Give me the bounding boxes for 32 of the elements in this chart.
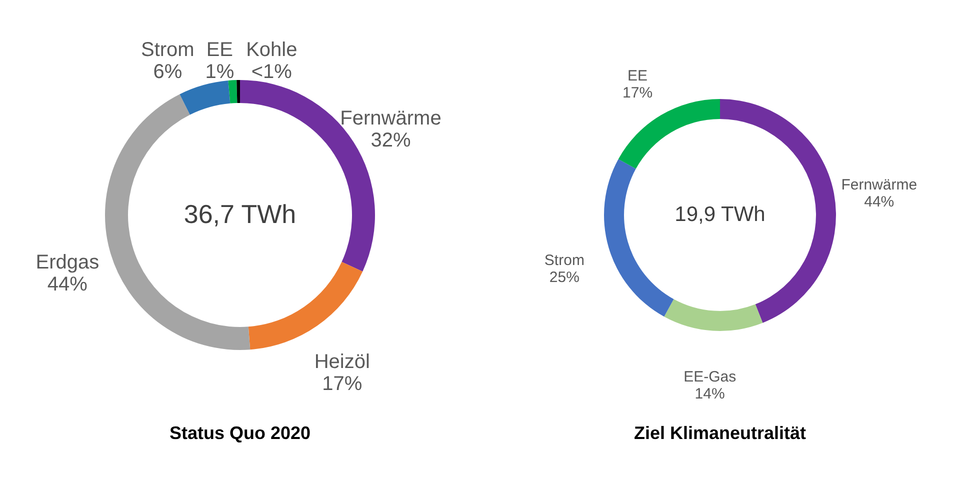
data-label: 17% <box>622 84 653 102</box>
slice-label: Heizöl <box>314 351 370 374</box>
donut-slice <box>604 159 674 317</box>
donut-slice <box>248 262 363 350</box>
slice-label: Fernwärme <box>340 107 442 130</box>
data-label: 25% <box>549 269 580 286</box>
text: 19,9 TWh <box>674 203 766 226</box>
donut-slice <box>618 99 720 169</box>
data-label: 44% <box>47 274 88 296</box>
slice-label: Strom <box>544 252 584 270</box>
data-label: <1% <box>251 61 292 83</box>
slice-label: EE <box>206 39 234 61</box>
data-label: 17% <box>322 373 362 396</box>
data-label: 44% <box>864 194 894 211</box>
donut-slice <box>180 80 230 115</box>
slice-label: EE-Gas <box>684 368 736 386</box>
donut-slice <box>664 299 763 331</box>
text: 36,7 TWh <box>184 199 296 229</box>
data-label: 1% <box>205 61 234 83</box>
data-label: 14% <box>694 386 725 403</box>
data-label: 6% <box>153 61 182 83</box>
data-label: 32% <box>370 129 411 152</box>
text: Status Quo 2020 <box>169 423 311 443</box>
text: Ziel Klimaneutralität <box>634 423 806 443</box>
donut-slice <box>720 99 836 323</box>
slice-label: Erdgas <box>36 252 100 274</box>
slice-label: Fernwärme <box>841 176 918 194</box>
slice-label: EE <box>628 68 648 85</box>
donut-slice <box>228 80 238 104</box>
slice-label: Kohle <box>246 39 298 61</box>
slice-label: Strom <box>141 39 194 61</box>
donut-slice <box>236 80 240 104</box>
